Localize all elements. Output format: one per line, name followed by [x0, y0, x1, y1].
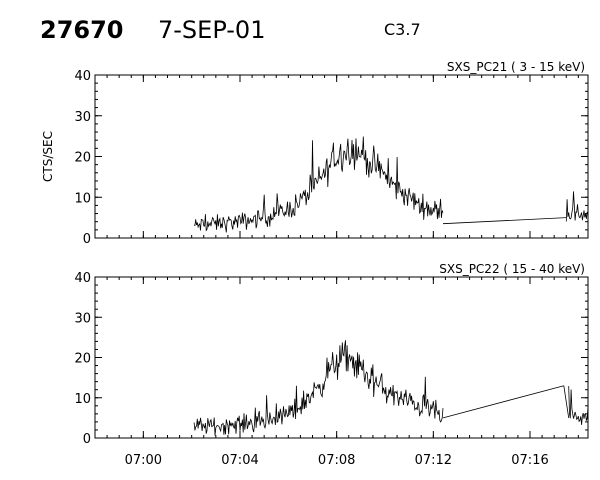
x-tick-label: 07:04 [221, 453, 258, 468]
panel-pc21: SXS_PC21 ( 3 - 15 keV) 0 10 20 30 40 CTS/SEC [41, 60, 589, 247]
lightcurve-line [193, 340, 444, 436]
x-tick-label: 07:00 [125, 453, 162, 468]
y-tick-label: 40 [74, 69, 91, 84]
y-tick-label: 30 [74, 110, 91, 125]
lightcurve-line [563, 385, 570, 418]
y-tick-label: 20 [74, 151, 91, 166]
observation-date: 7-SEP-01 [158, 16, 266, 44]
y-tick-label: 30 [74, 311, 91, 326]
observation-id: 27670 [40, 16, 124, 44]
y-tick-label: 10 [74, 392, 91, 407]
lightcurve-line [193, 136, 444, 233]
y-tick-label: 40 [74, 271, 91, 286]
x-tick-label: 07:12 [415, 453, 452, 468]
panel-title: SXS_PC22 ( 15 - 40 keV) [439, 262, 585, 276]
lightcurve-line [442, 217, 567, 225]
lightcurve-line [568, 386, 588, 425]
lightcurve-line [442, 385, 564, 419]
panel-pc22: SXS_PC22 ( 15 - 40 keV) 0 10 20 30 40 07:00 07:… [74, 262, 589, 468]
lightcurve-line [565, 191, 588, 222]
flare-class: C3.7 [384, 20, 421, 39]
x-tick-label: 07:08 [318, 453, 355, 468]
y-tick-label: 0 [83, 432, 91, 447]
y-axis-label: CTS/SEC [41, 131, 55, 182]
y-tick-label: 10 [74, 191, 91, 206]
panel-title: SXS_PC21 ( 3 - 15 keV) [447, 60, 585, 74]
y-tick-label: 0 [83, 232, 91, 247]
x-tick-label: 07:16 [511, 453, 548, 468]
y-tick-label: 20 [74, 352, 91, 367]
